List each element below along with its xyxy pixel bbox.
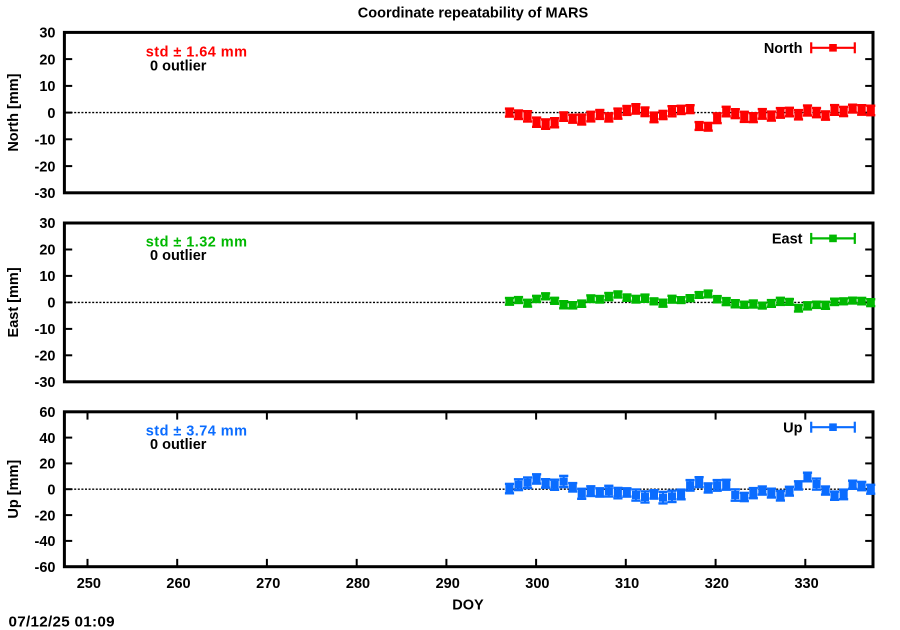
svg-text:260: 260 <box>166 576 190 592</box>
svg-text:20: 20 <box>39 243 55 259</box>
svg-text:DOY: DOY <box>452 598 484 614</box>
svg-text:320: 320 <box>705 576 729 592</box>
svg-text:310: 310 <box>615 576 639 592</box>
svg-text:-40: -40 <box>35 534 56 550</box>
svg-text:North [mm]: North [mm] <box>6 73 22 151</box>
svg-text:10: 10 <box>39 269 55 285</box>
svg-text:std ± 3.74 mm: std ± 3.74 mm <box>146 423 248 439</box>
svg-text:East: East <box>772 232 803 248</box>
svg-text:30: 30 <box>39 216 55 232</box>
svg-text:60: 60 <box>39 405 55 421</box>
svg-text:250: 250 <box>77 576 101 592</box>
svg-text:20: 20 <box>39 52 55 68</box>
svg-text:280: 280 <box>346 576 370 592</box>
svg-text:40: 40 <box>39 431 55 447</box>
svg-text:0: 0 <box>47 106 55 122</box>
svg-text:-10: -10 <box>35 133 56 149</box>
svg-text:Coordinate repeatability of MA: Coordinate repeatability of MARS <box>358 6 589 22</box>
svg-text:0: 0 <box>47 482 55 498</box>
svg-text:0 outlier: 0 outlier <box>150 248 207 264</box>
svg-text:-10: -10 <box>35 322 56 338</box>
svg-text:330: 330 <box>794 576 818 592</box>
svg-text:std ± 1.64 mm: std ± 1.64 mm <box>146 45 248 61</box>
svg-text:0 outlier: 0 outlier <box>150 437 207 453</box>
svg-text:300: 300 <box>525 576 549 592</box>
svg-text:07/12/25 01:09: 07/12/25 01:09 <box>9 614 115 630</box>
svg-text:East [mm]: East [mm] <box>6 267 22 337</box>
svg-text:270: 270 <box>256 576 280 592</box>
svg-text:Up: Up <box>783 421 802 437</box>
svg-text:-30: -30 <box>35 375 56 391</box>
svg-text:290: 290 <box>436 576 460 592</box>
svg-text:20: 20 <box>39 457 55 473</box>
svg-text:30: 30 <box>39 26 55 42</box>
svg-text:-20: -20 <box>35 159 56 175</box>
svg-text:-20: -20 <box>35 508 56 524</box>
svg-text:-60: -60 <box>35 560 56 576</box>
svg-text:-30: -30 <box>35 186 56 202</box>
svg-text:10: 10 <box>39 79 55 95</box>
svg-text:North: North <box>764 41 803 57</box>
svg-text:std ± 1.32 mm: std ± 1.32 mm <box>146 235 248 251</box>
svg-text:0 outlier: 0 outlier <box>150 58 207 74</box>
svg-text:Up [mm]: Up [mm] <box>6 460 22 519</box>
svg-text:-20: -20 <box>35 349 56 365</box>
svg-text:0: 0 <box>47 296 55 312</box>
